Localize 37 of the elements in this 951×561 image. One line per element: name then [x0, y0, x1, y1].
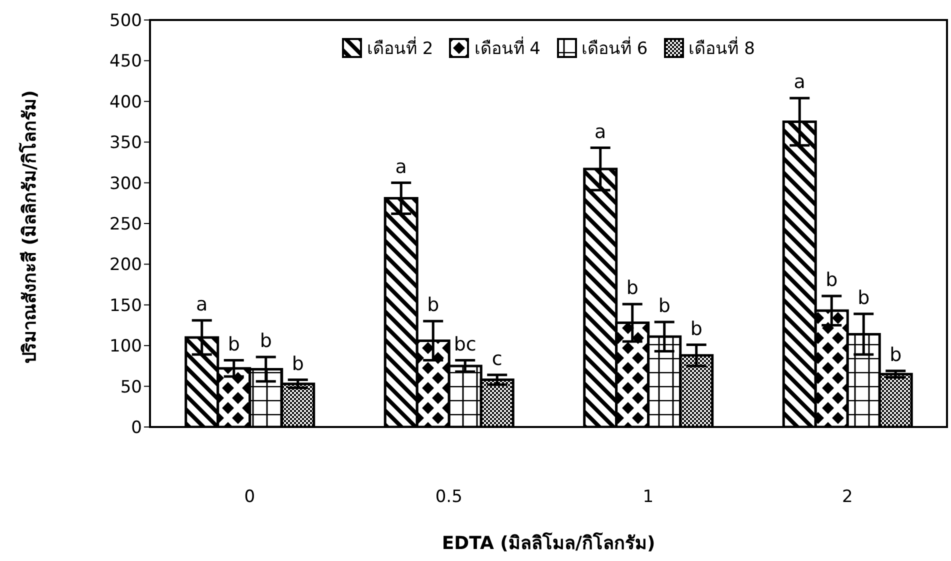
- y-tick-label: 200: [110, 255, 142, 276]
- data-label: a: [594, 120, 606, 143]
- y-tick-label: 500: [110, 11, 142, 32]
- legend-label: เดือนที่ 6: [582, 36, 648, 61]
- y-tick-label: 350: [110, 133, 142, 154]
- legend-label: เดือนที่ 4: [474, 36, 540, 61]
- data-label: a: [794, 71, 806, 94]
- data-label: a: [196, 293, 208, 316]
- data-label: b: [858, 286, 870, 309]
- data-label: b: [260, 330, 272, 352]
- y-tick-label: 100: [110, 336, 142, 357]
- x-tick-label: 1: [642, 487, 654, 508]
- data-label: b: [228, 333, 240, 356]
- legend-label: เดือนที่ 8: [688, 36, 755, 61]
- y-axis-title: ปริมาณสังกะสี (มิลลิกรัม/กิโลกรัม): [18, 90, 40, 364]
- y-tick-label: 300: [110, 174, 142, 194]
- x-tick-label: 0: [244, 487, 256, 508]
- x-axis-title: EDTA (มิลลิโมล/กิโลกรัม): [442, 532, 656, 554]
- y-tick-label: 50: [120, 377, 142, 398]
- data-label: b: [427, 294, 440, 316]
- data-label: c: [492, 348, 502, 370]
- y-tick-label: 150: [110, 296, 142, 316]
- y-tick-label: 0: [131, 418, 142, 438]
- data-label: b: [658, 294, 670, 317]
- y-tick-label: 250: [110, 214, 142, 235]
- x-tick-label: 0.5: [435, 487, 462, 508]
- y-tick-label: 450: [110, 52, 142, 72]
- data-label: b: [690, 318, 702, 340]
- data-label: a: [395, 156, 407, 178]
- legend-label: เดือนที่ 2: [367, 36, 434, 61]
- data-label: b: [626, 277, 638, 300]
- data-label: b: [890, 344, 902, 366]
- data-label: bc: [454, 333, 476, 356]
- data-label: b: [826, 268, 838, 291]
- x-tick-label: 2: [842, 487, 853, 508]
- data-label: b: [292, 352, 304, 375]
- y-tick-label: 400: [110, 92, 142, 112]
